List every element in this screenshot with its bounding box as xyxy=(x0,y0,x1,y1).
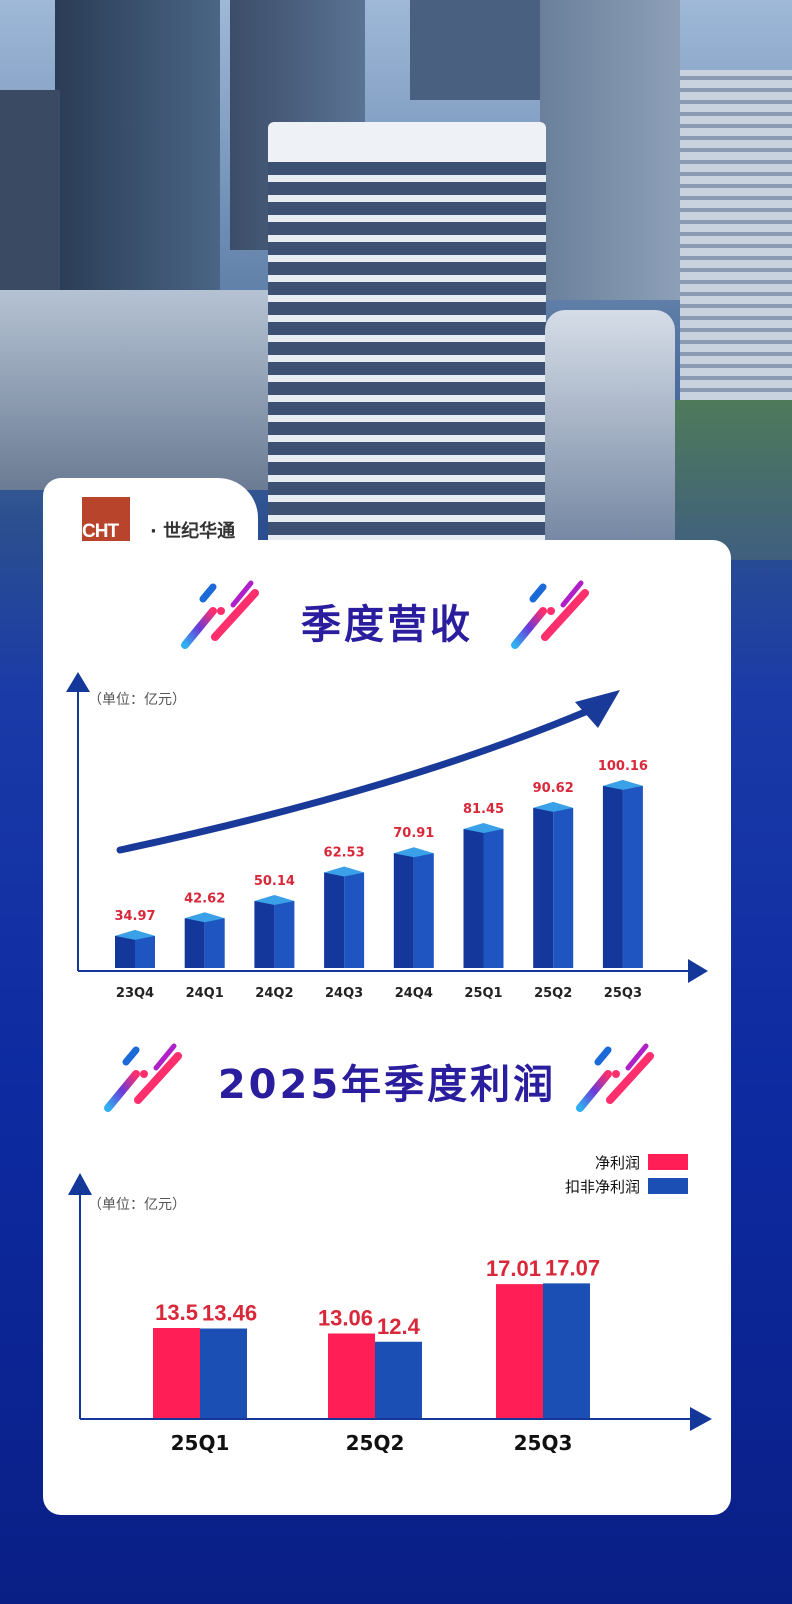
bar-front xyxy=(413,853,434,968)
bar-side xyxy=(254,900,275,968)
bar-front xyxy=(204,918,225,968)
bar-top xyxy=(533,801,574,812)
bar-top xyxy=(602,779,643,790)
profit-bar-25Q1-adjusted xyxy=(200,1328,247,1418)
bar-side xyxy=(533,807,554,968)
revenue-value-label: 100.16 xyxy=(598,759,648,774)
revenue-value-label: 70.91 xyxy=(393,826,434,841)
profit-bar-25Q1-net xyxy=(153,1328,200,1418)
bar-side xyxy=(115,935,135,968)
bar-front xyxy=(135,935,155,968)
bar-top xyxy=(463,822,504,833)
revenue-bar-25Q3 xyxy=(602,779,643,968)
profit-axes xyxy=(68,1173,712,1431)
profit-bar-25Q2-adjusted xyxy=(375,1341,422,1418)
revenue-category-label: 23Q4 xyxy=(116,986,154,1001)
revenue-value-label: 50.14 xyxy=(254,874,295,889)
revenue-bar-25Q2 xyxy=(533,801,574,968)
revenue-bar-25Q1 xyxy=(463,822,504,968)
profit-category-label: 25Q3 xyxy=(514,1431,573,1455)
slash-decoration-icon xyxy=(104,1043,182,1112)
bar-side xyxy=(184,918,205,968)
bar-side xyxy=(393,853,414,968)
slash-decoration-icon xyxy=(511,580,589,649)
revenue-value-label: 90.62 xyxy=(533,781,574,796)
bar-front xyxy=(483,828,504,968)
bar-top xyxy=(393,847,434,858)
legend-swatch-net-profit xyxy=(648,1154,688,1170)
revenue-value-label: 42.62 xyxy=(184,891,225,906)
revenue-bar-24Q2 xyxy=(254,894,295,968)
revenue-value-label: 34.97 xyxy=(114,909,155,924)
revenue-bar-23Q4 xyxy=(115,929,155,968)
revenue-category-label: 25Q2 xyxy=(534,986,572,1001)
revenue-category-label: 25Q3 xyxy=(604,986,642,1001)
profit-bar-25Q3-net xyxy=(496,1284,543,1418)
revenue-category-label: 24Q4 xyxy=(395,986,433,1001)
legend-swatch-adjusted-net-profit xyxy=(648,1178,688,1194)
bar-front xyxy=(274,900,295,968)
cht-logo: CHT · 世纪华通 xyxy=(82,497,235,542)
bar-front xyxy=(553,807,574,968)
bar-top xyxy=(184,912,225,923)
legend: 净利润 扣非净利润 xyxy=(565,1154,688,1196)
slash-decoration-icon xyxy=(576,1043,654,1112)
revenue-title: 季度营收 xyxy=(301,602,473,648)
legend-label-net-profit: 净利润 xyxy=(595,1154,640,1172)
profit-value-label: 12.4 xyxy=(377,1314,421,1339)
revenue-value-label: 81.45 xyxy=(463,802,504,817)
bar-side xyxy=(324,872,345,968)
revenue-bar-24Q4 xyxy=(393,847,434,968)
profit-value-label: 17.01 xyxy=(486,1256,541,1281)
trend-arrow-head xyxy=(575,690,620,728)
revenue-value-label: 62.53 xyxy=(324,845,365,860)
revenue-bar-24Q1 xyxy=(184,912,225,968)
revenue-category-label: 24Q2 xyxy=(255,986,293,1001)
revenue-bar-24Q3 xyxy=(324,866,365,968)
profit-value-label: 13.06 xyxy=(318,1306,373,1331)
profit-bar-25Q2-net xyxy=(328,1333,375,1418)
profit-category-label: 25Q1 xyxy=(171,1431,230,1455)
profit-value-label: 13.46 xyxy=(202,1301,257,1326)
revenue-category-label: 24Q3 xyxy=(325,986,363,1001)
slash-decoration-icon xyxy=(181,580,259,649)
profit-value-label: 13.5 xyxy=(155,1300,198,1325)
revenue-category-label: 25Q1 xyxy=(464,986,502,1001)
bar-side xyxy=(602,785,623,968)
bar-side xyxy=(463,828,484,968)
bar-front xyxy=(622,785,643,968)
bar-front xyxy=(344,872,365,968)
bar-top xyxy=(254,894,295,905)
profit-bar-25Q3-adjusted xyxy=(543,1283,590,1418)
building-photo xyxy=(0,0,792,560)
profit-category-label: 25Q2 xyxy=(346,1431,405,1455)
bar-top xyxy=(324,866,365,877)
profit-value-label: 17.07 xyxy=(545,1255,600,1280)
revenue-category-label: 24Q1 xyxy=(186,986,224,1001)
trend-arrow xyxy=(116,706,594,854)
revenue-unit-label: （单位：亿元） xyxy=(88,692,186,708)
profit-title: 2025年季度利润 xyxy=(217,1062,557,1108)
revenue-axes xyxy=(66,672,708,983)
legend-label-adjusted-net-profit: 扣非净利润 xyxy=(565,1178,640,1196)
bar-top xyxy=(115,929,155,940)
profit-unit-label: （单位：亿元） xyxy=(88,1197,186,1213)
